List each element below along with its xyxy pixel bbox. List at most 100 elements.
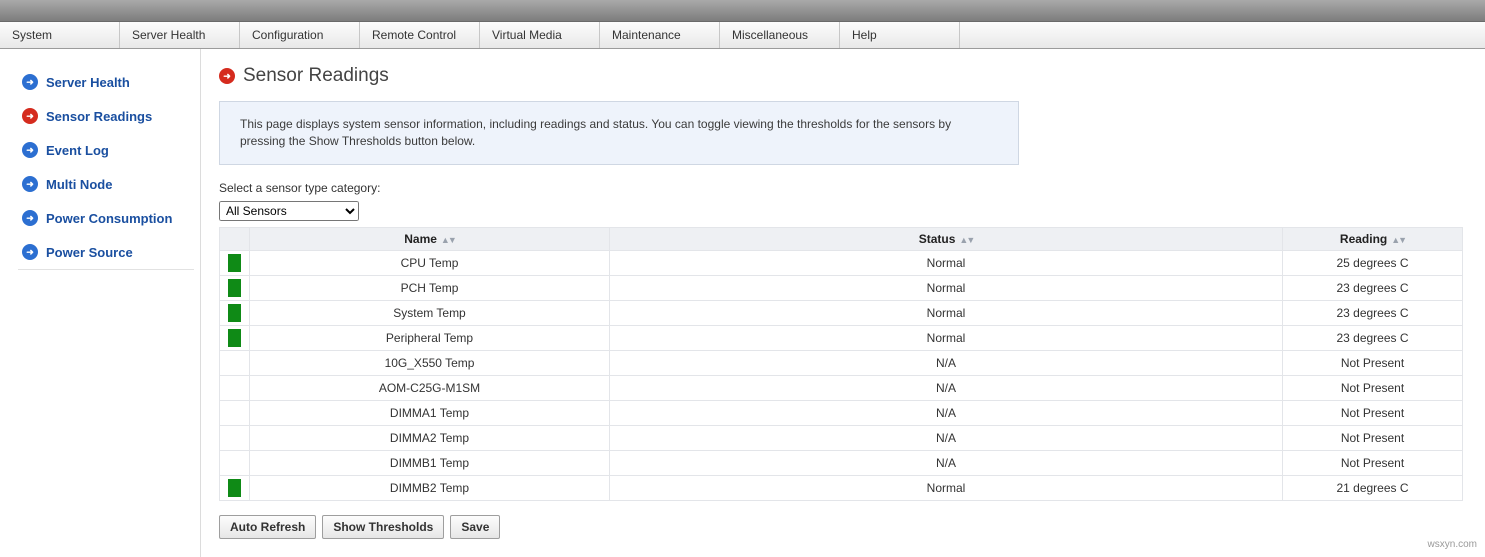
menu-item[interactable]: Virtual Media (480, 22, 600, 48)
sidebar-item-label: Power Consumption (46, 211, 172, 226)
arrow-right-icon (22, 74, 38, 90)
top-menubar: SystemServer HealthConfigurationRemote C… (0, 22, 1485, 49)
status-chip-icon (228, 454, 241, 472)
status-indicator-cell (220, 275, 250, 300)
status-indicator-cell (220, 475, 250, 500)
cell-name: DIMMB1 Temp (250, 450, 610, 475)
status-chip-icon (228, 279, 241, 297)
arrow-right-icon (219, 68, 235, 84)
status-chip-icon (228, 379, 241, 397)
status-indicator-cell (220, 350, 250, 375)
cell-status: N/A (610, 375, 1283, 400)
cell-name: DIMMA2 Temp (250, 425, 610, 450)
col-status[interactable]: Status▲▼ (610, 227, 1283, 250)
menu-item[interactable]: Help (840, 22, 960, 48)
cell-name: Peripheral Temp (250, 325, 610, 350)
watermark: wsxyn.com (1428, 539, 1477, 550)
sidebar: Server Health Sensor Readings Event Log Mul… (0, 49, 200, 557)
cell-name: 10G_X550 Temp (250, 350, 610, 375)
cell-name: DIMMA1 Temp (250, 400, 610, 425)
sidebar-item[interactable]: Power Source (18, 235, 194, 269)
table-row[interactable]: DIMMA1 TempN/ANot Present (220, 400, 1463, 425)
cell-reading: Not Present (1283, 425, 1463, 450)
cell-reading: Not Present (1283, 375, 1463, 400)
cell-status: N/A (610, 425, 1283, 450)
table-row[interactable]: CPU TempNormal25 degrees C (220, 250, 1463, 275)
menu-item[interactable]: Maintenance (600, 22, 720, 48)
status-indicator-cell (220, 400, 250, 425)
table-row[interactable]: DIMMB1 TempN/ANot Present (220, 450, 1463, 475)
top-band (0, 0, 1485, 22)
table-row[interactable]: Peripheral TempNormal23 degrees C (220, 325, 1463, 350)
cell-reading: 25 degrees C (1283, 250, 1463, 275)
info-box: This page displays system sensor informa… (219, 101, 1019, 165)
arrow-right-icon (22, 108, 38, 124)
cell-reading: Not Present (1283, 350, 1463, 375)
sensor-table: Name▲▼ Status▲▼ Reading▲▼ CPU TempNormal… (219, 227, 1463, 501)
col-name[interactable]: Name▲▼ (250, 227, 610, 250)
status-chip-icon (228, 329, 241, 347)
status-chip-icon (228, 254, 241, 272)
cell-name: System Temp (250, 300, 610, 325)
menu-item[interactable]: Miscellaneous (720, 22, 840, 48)
cell-reading: Not Present (1283, 400, 1463, 425)
action-bar: Auto Refresh Show Thresholds Save (219, 515, 1463, 539)
sensor-category-select[interactable]: All Sensors (219, 201, 359, 221)
status-indicator-cell (220, 250, 250, 275)
arrow-right-icon (22, 244, 38, 260)
col-reading[interactable]: Reading▲▼ (1283, 227, 1463, 250)
main-content: Sensor Readings This page displays syste… (201, 49, 1485, 557)
status-chip-icon (228, 429, 241, 447)
arrow-right-icon (22, 142, 38, 158)
sidebar-item[interactable]: Event Log (18, 133, 194, 167)
cell-status: Normal (610, 300, 1283, 325)
status-chip-icon (228, 479, 241, 497)
auto-refresh-button[interactable]: Auto Refresh (219, 515, 316, 539)
menu-item[interactable]: Configuration (240, 22, 360, 48)
show-thresholds-button[interactable]: Show Thresholds (322, 515, 444, 539)
table-row[interactable]: PCH TempNormal23 degrees C (220, 275, 1463, 300)
table-row[interactable]: DIMMB2 TempNormal21 degrees C (220, 475, 1463, 500)
table-row[interactable]: DIMMA2 TempN/ANot Present (220, 425, 1463, 450)
cell-status: Normal (610, 325, 1283, 350)
sidebar-item-label: Multi Node (46, 177, 112, 192)
cell-status: Normal (610, 275, 1283, 300)
cell-reading: 23 degrees C (1283, 300, 1463, 325)
cell-status: Normal (610, 475, 1283, 500)
sidebar-item[interactable]: Power Consumption (18, 201, 194, 235)
status-chip-icon (228, 304, 241, 322)
cell-reading: 23 degrees C (1283, 325, 1463, 350)
menu-item[interactable]: System (0, 22, 120, 48)
table-row[interactable]: AOM-C25G-M1SMN/ANot Present (220, 375, 1463, 400)
sidebar-item[interactable]: Sensor Readings (18, 99, 194, 133)
status-indicator-cell (220, 450, 250, 475)
status-indicator-cell (220, 425, 250, 450)
cell-reading: Not Present (1283, 450, 1463, 475)
sort-icon: ▲▼ (441, 235, 455, 245)
cell-name: PCH Temp (250, 275, 610, 300)
table-row[interactable]: System TempNormal23 degrees C (220, 300, 1463, 325)
sidebar-item-label: Sensor Readings (46, 109, 152, 124)
save-button[interactable]: Save (450, 515, 500, 539)
arrow-right-icon (22, 210, 38, 226)
menu-item[interactable]: Remote Control (360, 22, 480, 48)
cell-status: N/A (610, 400, 1283, 425)
status-chip-icon (228, 404, 241, 422)
menu-item[interactable]: Server Health (120, 22, 240, 48)
sidebar-item[interactable]: Multi Node (18, 167, 194, 201)
status-indicator-cell (220, 375, 250, 400)
cell-reading: 21 degrees C (1283, 475, 1463, 500)
cell-name: DIMMB2 Temp (250, 475, 610, 500)
sort-icon: ▲▼ (959, 235, 973, 245)
page-title-text: Sensor Readings (243, 65, 389, 87)
page-title: Sensor Readings (219, 65, 1463, 87)
cell-name: AOM-C25G-M1SM (250, 375, 610, 400)
cell-name: CPU Temp (250, 250, 610, 275)
table-row[interactable]: 10G_X550 TempN/ANot Present (220, 350, 1463, 375)
cell-status: Normal (610, 250, 1283, 275)
sort-icon: ▲▼ (1391, 235, 1405, 245)
sidebar-item[interactable]: Server Health (18, 65, 194, 99)
col-status-indicator (220, 227, 250, 250)
status-chip-icon (228, 354, 241, 372)
arrow-right-icon (22, 176, 38, 192)
